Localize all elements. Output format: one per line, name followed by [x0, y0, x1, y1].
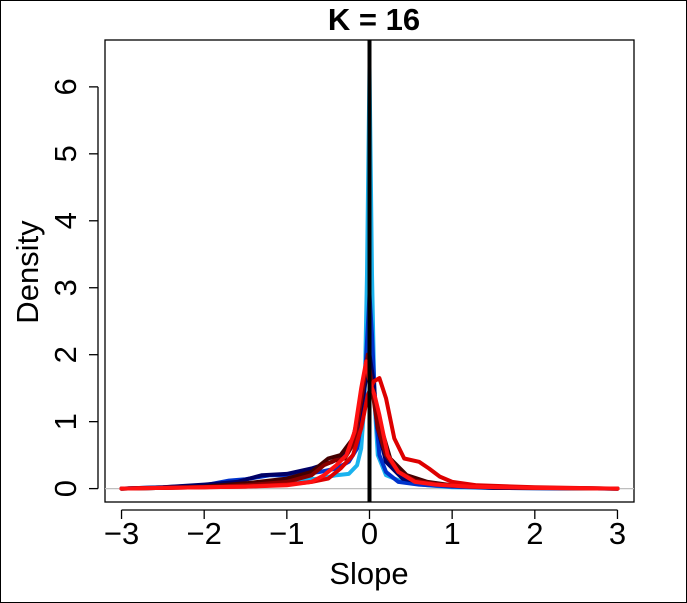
- x-axis-label: Slope: [329, 556, 408, 591]
- y-tick-label: 0: [48, 480, 83, 497]
- x-tick-label: −3: [104, 516, 139, 551]
- y-tick-label: 2: [48, 346, 83, 363]
- x-tick-label: −2: [187, 516, 222, 551]
- y-tick-label: 1: [48, 413, 83, 430]
- y-tick-label: 3: [48, 279, 83, 296]
- y-tick-label: 4: [48, 212, 83, 229]
- y-tick-label: 6: [48, 78, 83, 95]
- chart-title: K = 16: [328, 2, 420, 37]
- x-tick-label: 1: [444, 516, 461, 551]
- y-axis-label: Density: [10, 220, 45, 324]
- x-tick-label: −1: [269, 516, 304, 551]
- y-tick-label: 5: [48, 145, 83, 162]
- x-tick-label: 0: [361, 516, 378, 551]
- x-tick-label: 3: [609, 516, 626, 551]
- y-axis: 0 1 2 3 4 5 6: [48, 78, 98, 497]
- x-axis: −3 −2 −1 0 1 2 3: [104, 510, 626, 551]
- x-tick-label: 2: [526, 516, 543, 551]
